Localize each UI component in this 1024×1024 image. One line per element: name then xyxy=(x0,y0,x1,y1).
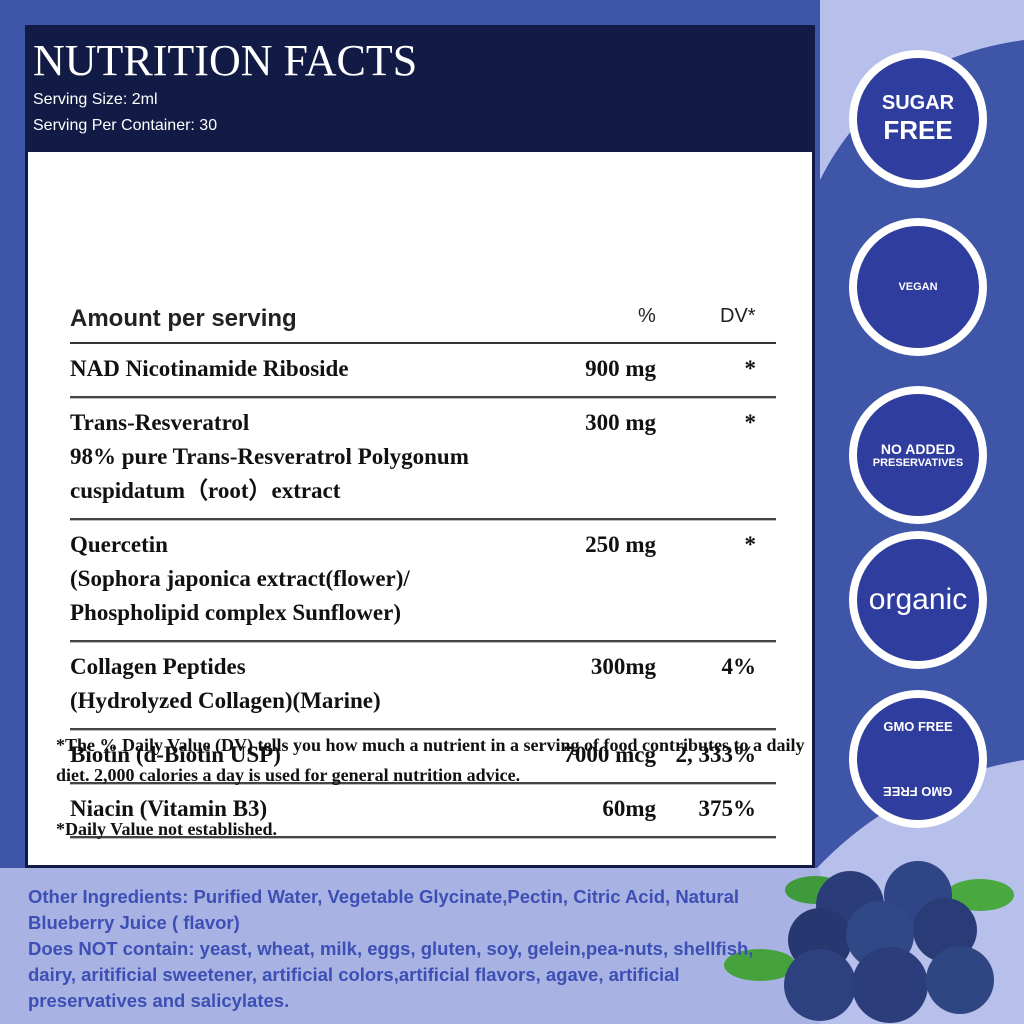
nutrient-name: Trans-Resveratrol xyxy=(70,410,250,435)
badge-inner: SUGAR FREE xyxy=(857,58,979,180)
ingredients-text: Other Ingredients: Purified Water, Veget… xyxy=(28,886,740,933)
amount: 7000 mcg xyxy=(563,742,656,767)
nutrient-name: (Hydrolyzed Collagen)(Marine) xyxy=(70,688,381,713)
nutrient-name: cuspidatum（root）extract xyxy=(70,478,341,503)
table-header: Amount per serving % DV* xyxy=(70,302,776,344)
blueberries xyxy=(724,861,1014,1023)
badge-inner: GMO FREE GMO FREE xyxy=(857,698,979,820)
footnote: *The % Daily Value (DV) tells you how mu… xyxy=(56,735,805,785)
ingredients: Other Ingredients: Purified Water, Veget… xyxy=(28,884,758,1014)
serving-size: Serving Size: 2ml xyxy=(33,91,158,108)
badge-text: SUGAR xyxy=(881,92,955,114)
table-row: Niacin (Vitamin B3) 60mg 375% xyxy=(70,784,776,838)
badge-inner: VEGAN xyxy=(857,226,979,348)
footnote: *Daily Value not established. xyxy=(56,819,278,839)
amount: 300 mg xyxy=(585,410,656,435)
nutrient-name: 98% pure Trans-Resveratrol Polygonum xyxy=(70,444,469,469)
nutrition-panel: NUTRITION FACTS Serving Size: 2ml Servin… xyxy=(25,25,815,868)
badge-inner: organic xyxy=(857,539,979,661)
column-header: % xyxy=(638,305,656,327)
badge-text: GMO FREE xyxy=(883,784,953,799)
amount: 60mg xyxy=(602,796,656,821)
daily-value: 4% xyxy=(721,654,757,679)
daily-value: 375% xyxy=(698,796,757,821)
badge-text: GMO FREE xyxy=(883,719,953,734)
nutrient-name: Quercetin xyxy=(70,532,168,557)
badge: GMO FREE GMO FREE xyxy=(849,690,987,828)
table-row: Quercetin (Sophora japonica extract(flowe… xyxy=(70,520,776,642)
table-row: Biotin (d-Biotin USP) 7000 mcg 2, 333% xyxy=(70,730,776,784)
amount: 900 mg xyxy=(585,356,656,381)
badge: organic xyxy=(849,531,987,669)
table-row: NAD Nicotinamide Riboside 900 mg * xyxy=(70,344,776,398)
badge-text: NO ADDED xyxy=(880,441,956,457)
nutrient-name: Collagen Peptides xyxy=(70,654,246,679)
nutrient-name: (Sophora japonica extract(flower)/ xyxy=(70,566,410,591)
badge-text: FREE xyxy=(883,115,953,145)
daily-value: * xyxy=(744,410,757,435)
nutrient-name: NAD Nicotinamide Riboside xyxy=(70,356,349,381)
facts-box: Amount per serving % DV* NAD Nicotinamid… xyxy=(28,152,812,865)
badge: NO ADDED PRESERVATIVES xyxy=(849,386,987,524)
badge: VEGAN xyxy=(849,218,987,356)
amount: 250 mg xyxy=(585,532,656,557)
table-rows: NAD Nicotinamide Riboside 900 mg * Trans-Re… xyxy=(70,344,776,838)
badge-text: VEGAN xyxy=(898,281,938,293)
badge: SUGAR FREE xyxy=(849,50,987,188)
badge-text: organic xyxy=(868,583,968,616)
table-row: Collagen Peptides (Hydrolyzed Collagen)(M… xyxy=(70,642,776,730)
column-header: Amount per serving xyxy=(70,305,297,332)
table-row: Trans-Resveratrol 98% pure Trans-Resverat… xyxy=(70,398,776,520)
nutrient-name: Phospholipid complex Sunflower) xyxy=(70,600,401,625)
column-header: DV* xyxy=(720,305,756,327)
amount: 300mg xyxy=(590,654,656,679)
daily-value: 2, 333% xyxy=(675,742,757,767)
nutrient-name: Niacin (Vitamin B3) xyxy=(70,796,268,821)
servings: Serving Per Container: 30 xyxy=(33,117,218,134)
daily-value: * xyxy=(744,356,757,381)
ingredients-text: Does NOT contain: yeast, wheat, milk, eg… xyxy=(28,938,754,1011)
badge-text: PRESERVATIVES xyxy=(872,457,964,469)
title: NUTRITION FACTS xyxy=(33,36,418,85)
badge-inner: NO ADDED PRESERVATIVES xyxy=(857,394,979,516)
nutrient-name: Biotin (d-Biotin USP) xyxy=(70,742,281,767)
daily-value: * xyxy=(744,532,757,557)
